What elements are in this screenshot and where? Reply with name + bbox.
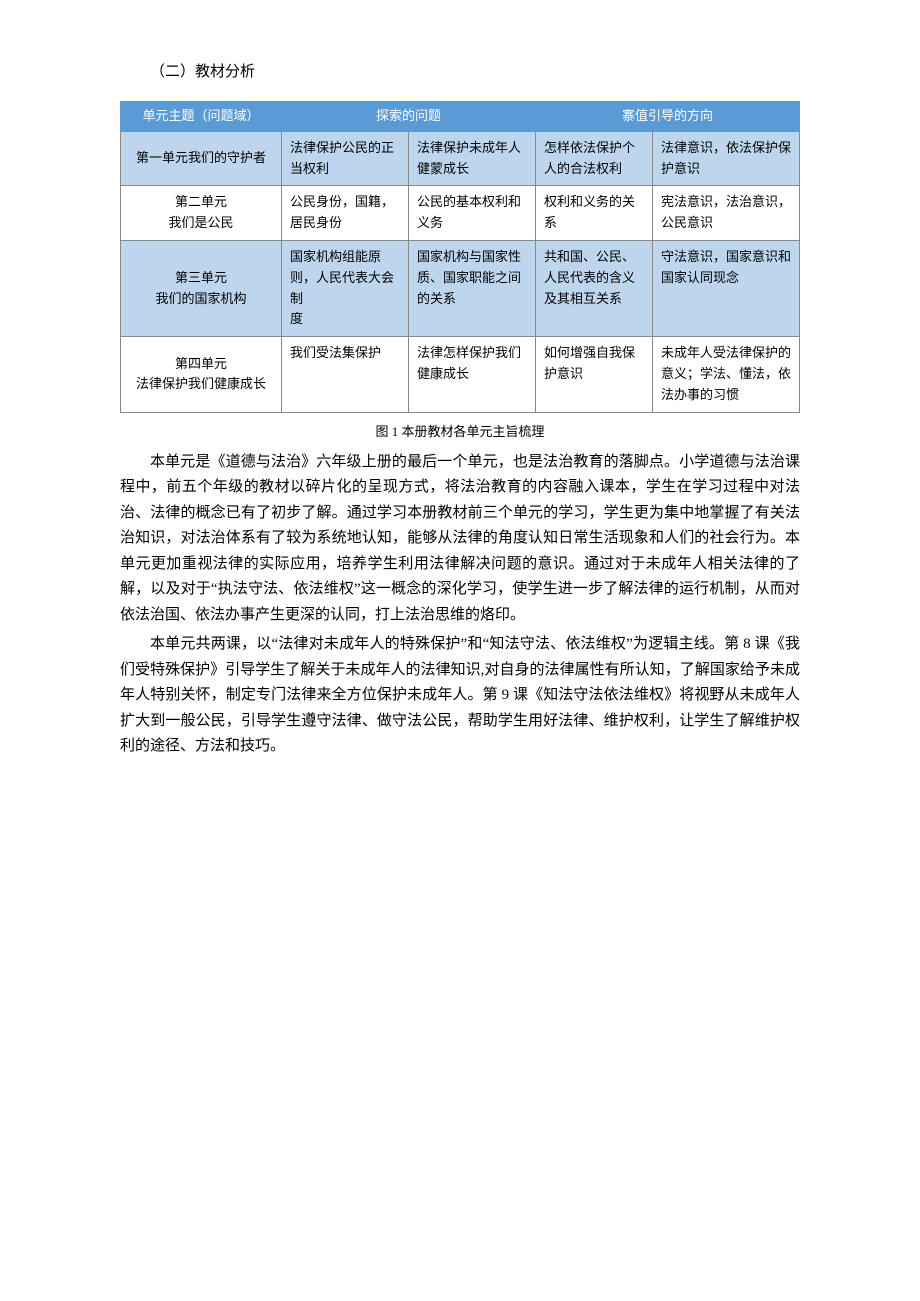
cell-c: 怎样依法保护个人的合法权利	[536, 131, 653, 186]
table-row: 第二单元我们是公民 公民身份，国籍，居民身份 公民的基本权利和义务 权利和义务的…	[121, 186, 800, 241]
cell-b: 国家机构与国家性质、国家职能之间的关系	[409, 240, 536, 336]
body-paragraph: 本单元是《道德与法治》六年级上册的最后一个单元，也是法治教育的落脚点。小学道德与…	[120, 450, 800, 629]
cell-c: 如何增强⾃我保护意识	[536, 337, 653, 412]
cell-b: 公民的基本权利和义务	[409, 186, 536, 241]
cell-a: 法律保护公民的正当权利	[282, 131, 409, 186]
header-topic: 单元主题（问题域）	[121, 102, 282, 132]
table-header-row: 单元主题（问题域） 探索的问题 寨值引导的方向	[121, 102, 800, 132]
body-paragraph: 本单元共两课，以“法律对未成年人的特殊保护”和“知法守法、依法维权”为逻辑主线。…	[120, 632, 800, 760]
table-row: 第四单元法律保护我们健康成长 我们受法集保护 法律怎样保护我们健康成长 如何增强…	[121, 337, 800, 412]
unit-cell: 第四单元法律保护我们健康成长	[121, 337, 282, 412]
header-values: 寨值引导的方向	[536, 102, 800, 132]
unit-cell: 第三单元我们的国家机构	[121, 240, 282, 336]
cell-c: 共和国、公民、人民代表的含义及其相互关系	[536, 240, 653, 336]
unit-cell: 第二单元我们是公民	[121, 186, 282, 241]
table-row: 第三单元我们的国家机构 国家机构组能原则，人民代表大会制度 国家机构与国家性质、…	[121, 240, 800, 336]
cell-a: 公民身份，国籍，居民身份	[282, 186, 409, 241]
table-row: 第一单元我们的守护者 法律保护公民的正当权利 法律保护未成年人健蒙成长 怎样依法…	[121, 131, 800, 186]
header-questions: 探索的问题	[282, 102, 536, 132]
cell-d: 法律意识，依法保护保护意识	[653, 131, 800, 186]
cell-b: 法律保护未成年人健蒙成长	[409, 131, 536, 186]
section-title: （二）教材分析	[120, 60, 800, 81]
cell-b: 法律怎样保护我们健康成长	[409, 337, 536, 412]
cell-a: 国家机构组能原则，人民代表大会制度	[282, 240, 409, 336]
cell-d: 守法意识，国家意识和国家认同现念	[653, 240, 800, 336]
cell-d: 未成年人受法律保护的意义；学法、懂法，依法办事的习惯	[653, 337, 800, 412]
cell-a: 我们受法集保护	[282, 337, 409, 412]
table-caption: 图 1 本册教材各单元主旨梳理	[120, 421, 800, 440]
unit-analysis-table: 单元主题（问题域） 探索的问题 寨值引导的方向 第一单元我们的守护者 法律保护公…	[120, 101, 800, 413]
cell-d: 宪法意识，法治意识，公民意识	[653, 186, 800, 241]
document-page: （二）教材分析 单元主题（问题域） 探索的问题 寨值引导的方向 第一单元我们的守…	[0, 0, 920, 864]
cell-c: 权利和义务的关系	[536, 186, 653, 241]
unit-cell: 第一单元我们的守护者	[121, 131, 282, 186]
